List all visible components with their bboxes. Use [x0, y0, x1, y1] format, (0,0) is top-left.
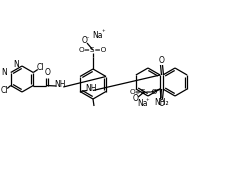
Text: O: O: [132, 94, 137, 103]
Text: Na: Na: [136, 99, 147, 108]
Text: O=S=O: O=S=O: [79, 47, 107, 53]
Text: O: O: [44, 68, 50, 77]
Text: O: O: [81, 36, 87, 45]
Text: N: N: [13, 60, 19, 70]
Text: ⁺: ⁺: [101, 31, 104, 36]
Text: N: N: [2, 68, 7, 77]
Text: NH: NH: [84, 84, 96, 94]
Text: O=S=O: O=S=O: [129, 89, 158, 95]
Text: Cl: Cl: [36, 63, 44, 72]
Text: NH: NH: [54, 80, 66, 89]
Text: ⁻: ⁻: [85, 36, 89, 42]
Text: ⁻: ⁻: [135, 93, 139, 98]
Text: Na: Na: [92, 31, 103, 41]
Text: O: O: [158, 56, 164, 65]
Text: NH₂: NH₂: [153, 98, 168, 108]
Text: O: O: [158, 99, 164, 108]
Text: Cl: Cl: [1, 86, 9, 95]
Text: ⁺: ⁺: [145, 99, 148, 105]
